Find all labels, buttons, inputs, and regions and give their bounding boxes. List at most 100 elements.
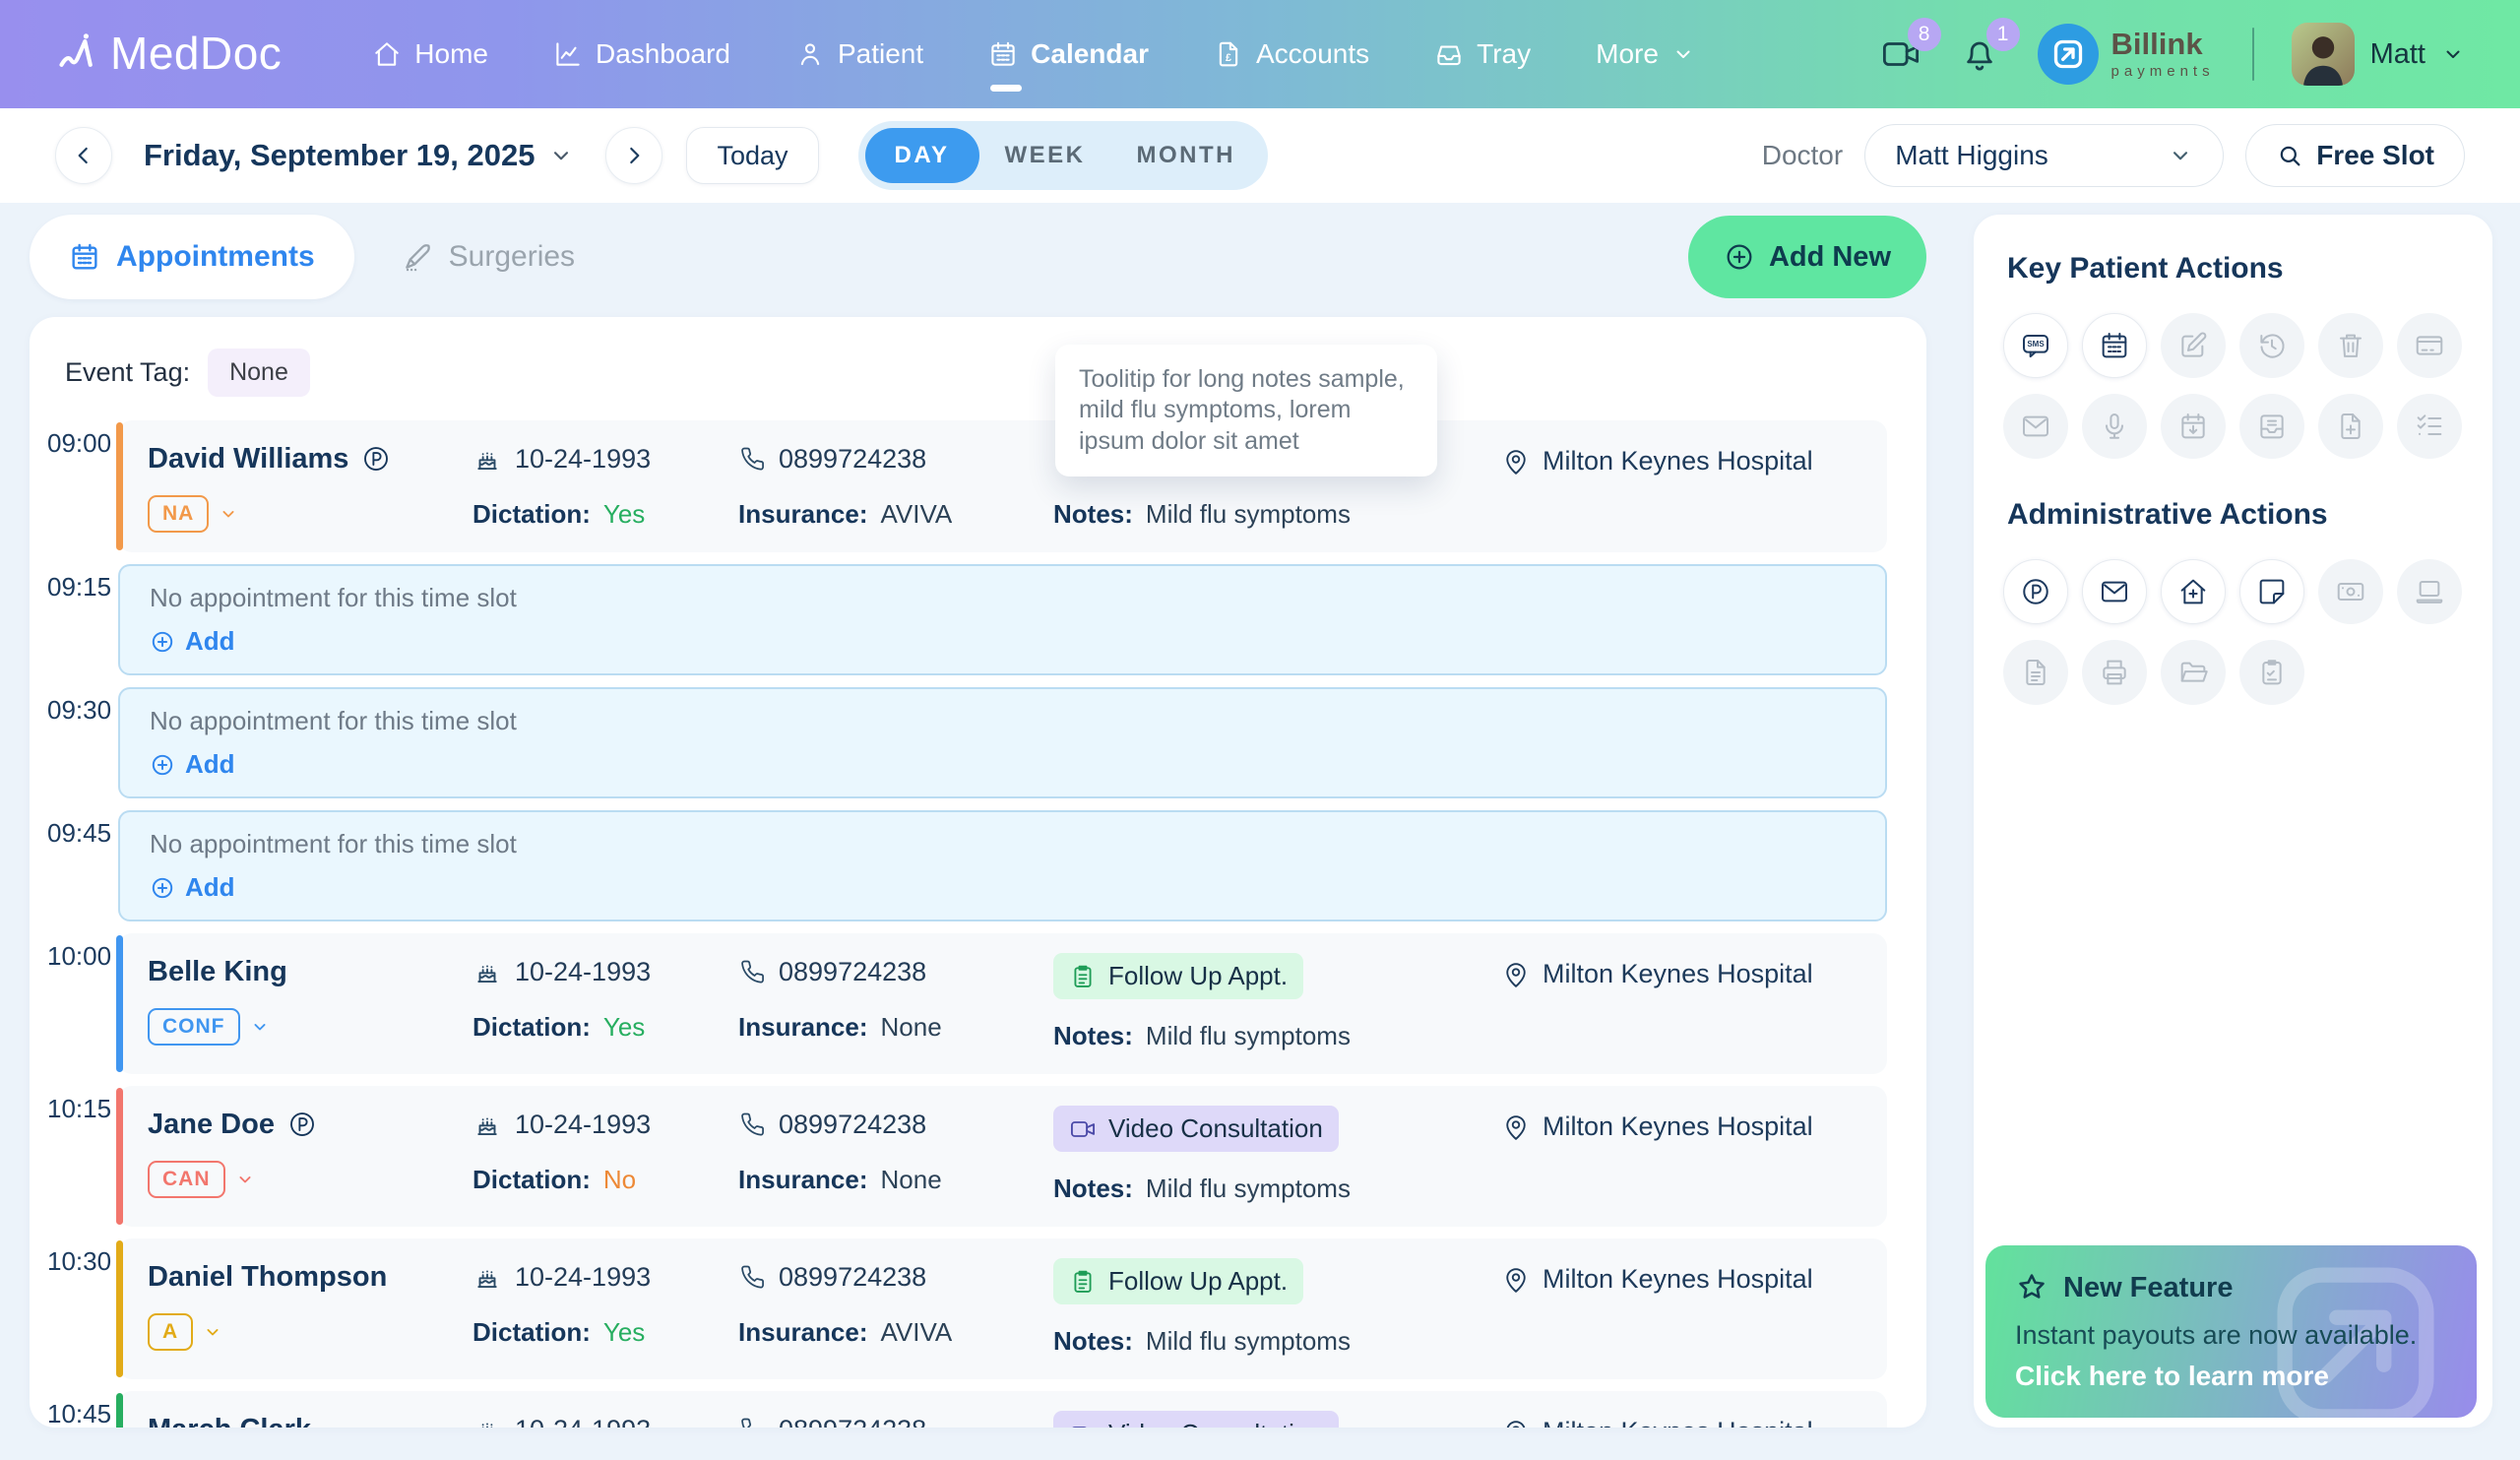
billink-watermark-icon xyxy=(2242,1245,2469,1418)
dob-value: 10-24-1993 xyxy=(515,1261,652,1292)
notifications-badge: 1 xyxy=(1985,18,2020,51)
add-slot-button[interactable]: Add xyxy=(150,626,1856,657)
schedule-row: 10:00 Belle King CONF 10-24-1993 Dictation: Y… xyxy=(47,933,1887,1074)
empty-slot-card: No appointment for this time slot Add xyxy=(118,687,1887,798)
view-month[interactable]: MONTH xyxy=(1136,142,1235,168)
dictation-value: Yes xyxy=(602,1011,646,1042)
event-tag-row: Event Tag: None xyxy=(65,349,1887,397)
nav-item-dashboard[interactable]: Dashboard xyxy=(553,38,730,70)
document-icon-button xyxy=(2003,640,2068,705)
doctor-label: Doctor xyxy=(1761,140,1844,170)
appointment-type-badge: Video Consultation xyxy=(1053,1411,1339,1428)
status-badge-dropdown[interactable]: CAN xyxy=(148,1161,472,1198)
plus-circle-icon xyxy=(150,629,175,655)
free-slot-button[interactable]: Free Slot xyxy=(2245,124,2465,187)
app-logo[interactable]: MedDoc xyxy=(55,29,282,80)
time-label: 10:45 xyxy=(47,1399,112,1428)
nav-item-patient[interactable]: Patient xyxy=(795,38,923,70)
add-new-button[interactable]: Add New xyxy=(1687,216,1926,298)
sms-icon-button[interactable]: SMS xyxy=(2003,313,2068,378)
insurance-label: Insurance: xyxy=(738,1164,868,1194)
view-day[interactable]: DAY xyxy=(864,128,979,183)
view-week[interactable]: WEEK xyxy=(1004,142,1086,168)
doctor-select[interactable]: Matt Higgins xyxy=(1864,124,2225,187)
svg-text:£: £ xyxy=(1226,52,1231,64)
mail-icon-button[interactable] xyxy=(2082,559,2147,624)
billink-arrow-icon xyxy=(2037,24,2099,85)
video-camera-icon xyxy=(1880,33,1922,75)
main-nav: Home Dashboard Patient Calendar £ Accounts Tra… xyxy=(372,38,1695,92)
appointment-card[interactable]: David Williams NA 10-24-1993 Dictation: Yes 0… xyxy=(116,420,1887,552)
trash-icon-button xyxy=(2318,313,2383,378)
appointment-card[interactable]: March ClarkCOMP10-24-1993Dictation:Yes08… xyxy=(116,1391,1887,1428)
add-label: Add xyxy=(185,872,235,902)
insurance-label: Insurance: xyxy=(738,498,868,529)
phone-insurance-cell: 0899724238 Insurance: AVIVA xyxy=(738,440,1053,533)
dashboard-icon xyxy=(553,39,583,69)
phone-value: 0899724238 xyxy=(779,443,927,474)
date-title-dropdown[interactable]: Friday, September 19, 2025 xyxy=(144,138,574,173)
dob-value: 10-24-1993 xyxy=(515,1415,651,1428)
trash-icon xyxy=(2335,330,2366,361)
phone-value: 0899724238 xyxy=(779,956,927,986)
appointments-panel: Event Tag: None 09:00 David Williams NA 10-… xyxy=(30,317,1926,1428)
schedule-row: 09:15 No appointment for this time slot Ad… xyxy=(47,564,1887,675)
location-value: Milton Keynes Hospital xyxy=(1543,1417,1813,1428)
appointment-card[interactable]: Belle King CONF 10-24-1993 Dictation: Yes 089… xyxy=(116,933,1887,1074)
nav-item-tray[interactable]: Tray xyxy=(1434,38,1531,70)
today-button[interactable]: Today xyxy=(686,127,819,184)
phone-insurance-cell: 0899724238 Insurance: None xyxy=(738,1106,1053,1198)
add-slot-button[interactable]: Add xyxy=(150,872,1856,903)
patient-cell: Belle King CONF xyxy=(148,953,472,1046)
nav-item-label: More xyxy=(1596,38,1659,69)
phone-icon xyxy=(738,958,766,985)
event-tag-value[interactable]: None xyxy=(208,349,310,397)
nav-item-more[interactable]: More xyxy=(1596,38,1695,70)
mic-icon xyxy=(2099,411,2130,442)
birthday-cake-icon xyxy=(472,1262,502,1292)
status-badge-dropdown[interactable]: NA xyxy=(148,495,472,533)
bell-icon xyxy=(1959,33,2000,75)
dictation-label: Dictation: xyxy=(472,498,591,529)
appointment-type-label: Video Consultation xyxy=(1108,1113,1323,1143)
birthday-cake-icon xyxy=(472,1110,502,1139)
prev-day-button[interactable] xyxy=(55,127,112,184)
time-label: 10:00 xyxy=(47,941,112,971)
user-menu[interactable]: Matt xyxy=(2291,23,2465,86)
nav-item-home[interactable]: Home xyxy=(372,38,488,70)
nav-item-accounts[interactable]: £ Accounts xyxy=(1214,38,1369,70)
nav-item-calendar[interactable]: Calendar xyxy=(988,38,1149,92)
notifications-button[interactable]: 1 xyxy=(1959,18,2020,75)
appointment-type-badge: Video Consultation xyxy=(1053,1106,1339,1152)
location-cell: Milton Keynes Hospital xyxy=(1501,953,1861,989)
plus-circle-icon xyxy=(1724,241,1755,273)
credit-card-icon xyxy=(2414,330,2445,361)
next-day-button[interactable] xyxy=(605,127,663,184)
clipboard-icon xyxy=(1069,1268,1097,1296)
admin-actions-grid xyxy=(2003,559,2463,705)
notes-value: Mild flu symptoms xyxy=(1145,1173,1351,1203)
chevron-down-icon xyxy=(1671,42,1695,66)
pulse-icon xyxy=(55,29,106,80)
p-circle-icon-button[interactable] xyxy=(2003,559,2068,624)
status-badge-dropdown[interactable]: A xyxy=(148,1313,472,1351)
phone-icon xyxy=(738,1263,766,1291)
notes-label: Notes: xyxy=(1053,1020,1133,1050)
note-icon xyxy=(2256,576,2288,607)
video-calls-button[interactable]: 8 xyxy=(1880,18,1941,75)
banner-learn-more-link[interactable]: Click here to learn more xyxy=(2015,1361,2330,1391)
add-slot-button[interactable]: Add xyxy=(150,749,1856,780)
edit-icon-button xyxy=(2161,313,2226,378)
current-date: Friday, September 19, 2025 xyxy=(144,138,536,172)
add-label: Add xyxy=(185,749,235,779)
insurance-value: AVIVA xyxy=(880,1316,953,1347)
tab-surgeries[interactable]: Surgeries xyxy=(402,240,575,274)
calendar-icon-button[interactable] xyxy=(2082,313,2147,378)
appointment-card[interactable]: Daniel Thompson A 10-24-1993 Dictation: Yes 0… xyxy=(116,1238,1887,1379)
appointment-card[interactable]: Jane Doe CAN 10-24-1993 Dictation: No 0899724… xyxy=(116,1086,1887,1227)
note-icon-button[interactable] xyxy=(2239,559,2304,624)
status-badge-dropdown[interactable]: CONF xyxy=(148,1008,472,1046)
tab-appointments[interactable]: Appointments xyxy=(30,215,354,299)
home-plus-icon-button[interactable] xyxy=(2161,559,2226,624)
status-badge: NA xyxy=(148,495,210,533)
